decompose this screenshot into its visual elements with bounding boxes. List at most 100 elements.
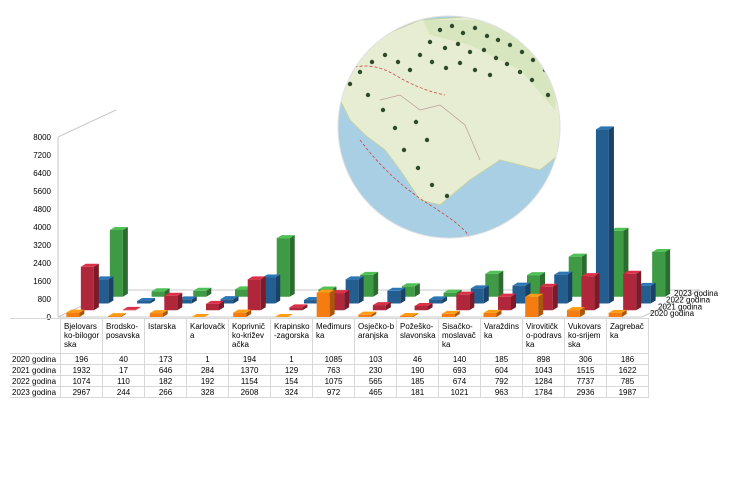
bar-top — [178, 296, 197, 300]
y-tick-label: 8000 — [33, 133, 51, 142]
bar-top — [610, 227, 629, 231]
y-tick-label: 4800 — [33, 205, 51, 214]
bar — [498, 293, 516, 311]
y-axis-ticks: 0 800 1600 2400 3200 4000 4800 5600 6400 7200 8000 — [33, 133, 51, 322]
bar-top — [566, 307, 585, 311]
bar — [400, 312, 419, 317]
category-label: Istarska — [144, 318, 187, 354]
data-table: Bjelovarsko-bilogorska Brodsko-posavska … — [10, 318, 649, 398]
y-tick-label: 3200 — [33, 241, 51, 250]
bar-front — [108, 316, 122, 317]
croatia-map-icon — [338, 16, 560, 238]
bar-top — [193, 287, 212, 291]
bar — [387, 287, 406, 304]
series-depth-label: 2022 godina — [666, 296, 711, 305]
bar-front — [137, 301, 151, 304]
y-tick-label: 4000 — [33, 223, 51, 232]
table-cell: 182 — [144, 375, 187, 387]
bar-side — [358, 276, 364, 304]
table-cell: 763 — [312, 364, 355, 376]
table-cell: 7737 — [564, 375, 607, 387]
bar-side — [498, 270, 504, 297]
bar-side — [204, 313, 210, 317]
table-cell: 1784 — [522, 386, 565, 398]
bar-side — [400, 287, 406, 304]
bar-front — [623, 273, 637, 311]
bar-side — [621, 309, 627, 317]
bar-front — [235, 289, 248, 297]
bar-top — [441, 310, 460, 314]
bar-top — [122, 306, 141, 310]
category-label: Virovitičko-podravska — [522, 318, 565, 354]
bar — [191, 313, 210, 317]
bar-side — [246, 309, 252, 317]
y-tick-label: 5600 — [33, 187, 51, 196]
bar-top — [151, 288, 170, 292]
bar-side — [289, 235, 295, 297]
bar-top — [289, 304, 308, 308]
series-depth-label: 2021 godina — [658, 302, 703, 311]
bar-front — [429, 299, 443, 304]
bar-top — [276, 235, 295, 239]
bar — [429, 296, 448, 304]
table-cell: 565 — [354, 375, 397, 387]
table-cell: 1 — [270, 353, 313, 365]
bar-front — [498, 296, 511, 311]
category-label: Brodsko-posavska — [102, 318, 145, 354]
table-cell: 154 — [270, 375, 313, 387]
bar-top — [608, 309, 627, 313]
category-label: Varaždinska — [480, 318, 523, 354]
bar-side — [552, 283, 558, 311]
bar — [137, 298, 156, 304]
y-tick-label: 0 — [47, 313, 52, 322]
bar — [483, 309, 502, 317]
bar-side — [287, 313, 293, 317]
bar-front — [456, 294, 470, 311]
bar-top — [623, 270, 642, 274]
table-cell: 129 — [270, 364, 313, 376]
table-cell: 194 — [228, 353, 271, 365]
bar-top — [247, 276, 266, 280]
table-cell: 1370 — [228, 364, 271, 376]
bar-front — [566, 310, 580, 317]
bar-top — [137, 298, 156, 302]
table-cell: 1154 — [228, 375, 271, 387]
bar — [109, 226, 128, 297]
bar-side — [442, 296, 448, 304]
table-cell: 1074 — [60, 375, 103, 387]
bar-top — [95, 276, 114, 280]
table-cell: 46 — [396, 353, 439, 365]
bar-side — [150, 298, 156, 304]
bar-side — [385, 302, 391, 311]
bar-top — [470, 285, 489, 289]
y-tick-label: 6400 — [33, 169, 51, 178]
table-cell: 963 — [480, 386, 523, 398]
bar-top — [443, 289, 462, 293]
table-cell: 190 — [396, 364, 439, 376]
table-cell: 40 — [102, 353, 145, 365]
bar-top — [372, 302, 391, 306]
table-cell: 185 — [480, 353, 523, 365]
bar — [164, 292, 183, 311]
table-cell: 674 — [438, 375, 481, 387]
bar-front — [80, 266, 94, 311]
bar — [122, 306, 141, 311]
table-cell: 328 — [186, 386, 229, 398]
bar-top — [80, 263, 99, 267]
bar-top — [485, 270, 504, 274]
bar-top — [318, 286, 337, 290]
bar-top — [387, 287, 406, 291]
table-cell: 103 — [354, 353, 397, 365]
table-cell: 1021 — [438, 386, 481, 398]
bar-side — [608, 126, 614, 304]
category-label: Požeško-slavonska — [396, 318, 439, 354]
bar-top — [274, 313, 293, 317]
series-label: 2020 godina — [10, 353, 61, 365]
bar-front — [525, 296, 539, 317]
category-label: Međimurska — [312, 318, 355, 354]
bar-top — [360, 271, 379, 275]
bar-top — [414, 302, 433, 306]
bar — [233, 309, 252, 317]
bar-front — [414, 305, 428, 311]
bar-top — [539, 283, 558, 287]
